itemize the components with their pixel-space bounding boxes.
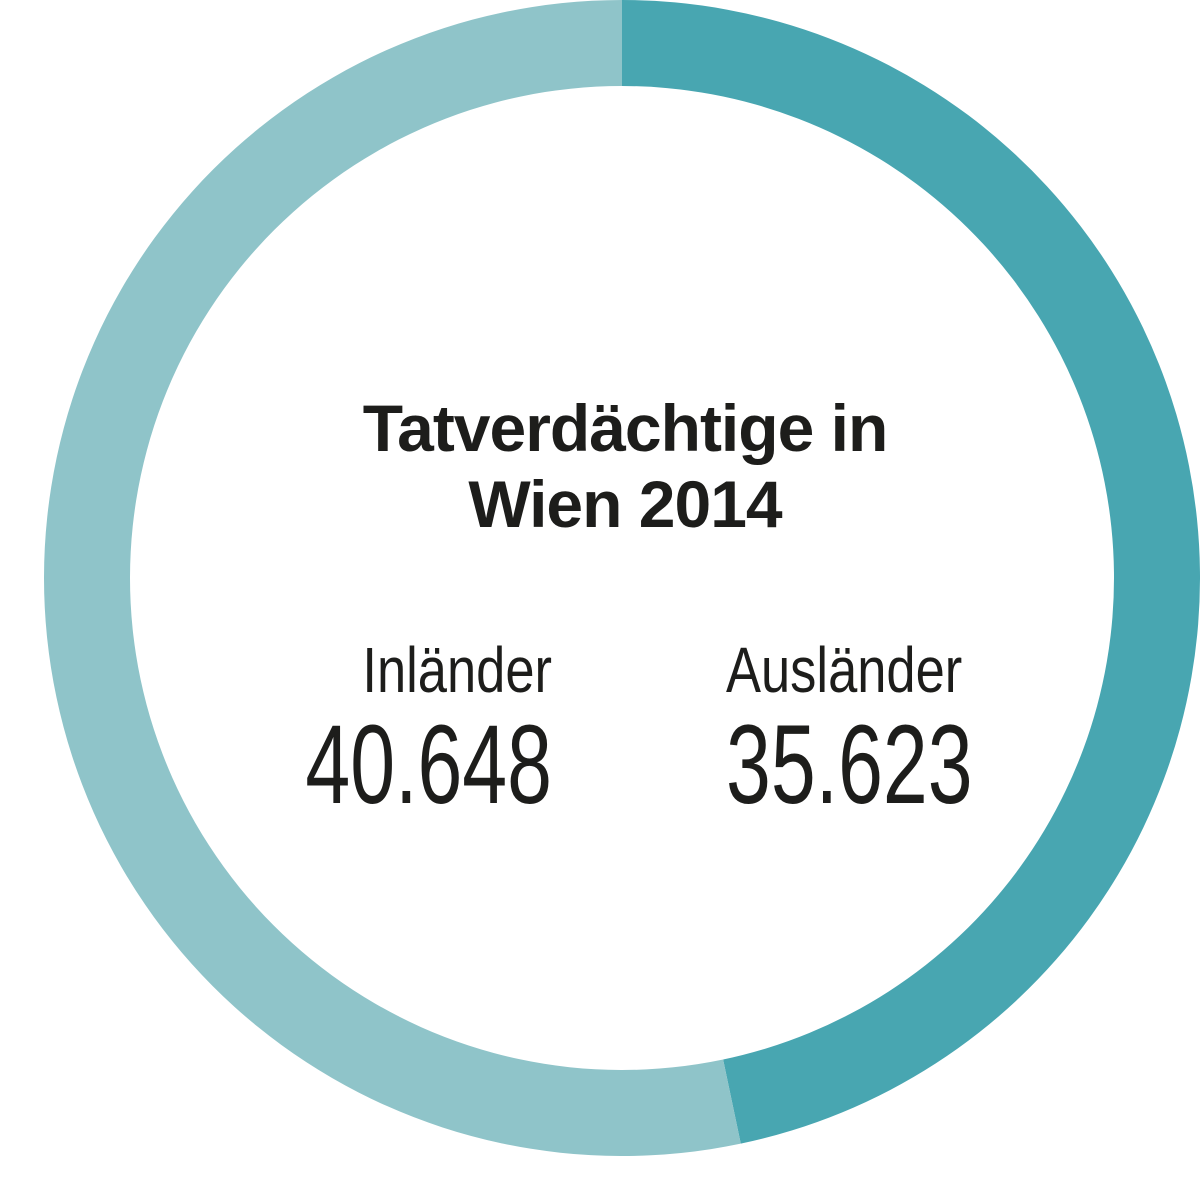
- value-label: 40.648: [305, 702, 552, 827]
- chart-title: Tatverdächtige in Wien 2014: [362, 391, 889, 541]
- category-label: Inländer: [362, 635, 552, 706]
- value-label: 35.623: [726, 702, 973, 827]
- category-label: Ausländer: [726, 635, 962, 706]
- donut-segment: [622, 0, 1200, 1144]
- donut-segment: [44, 0, 741, 1156]
